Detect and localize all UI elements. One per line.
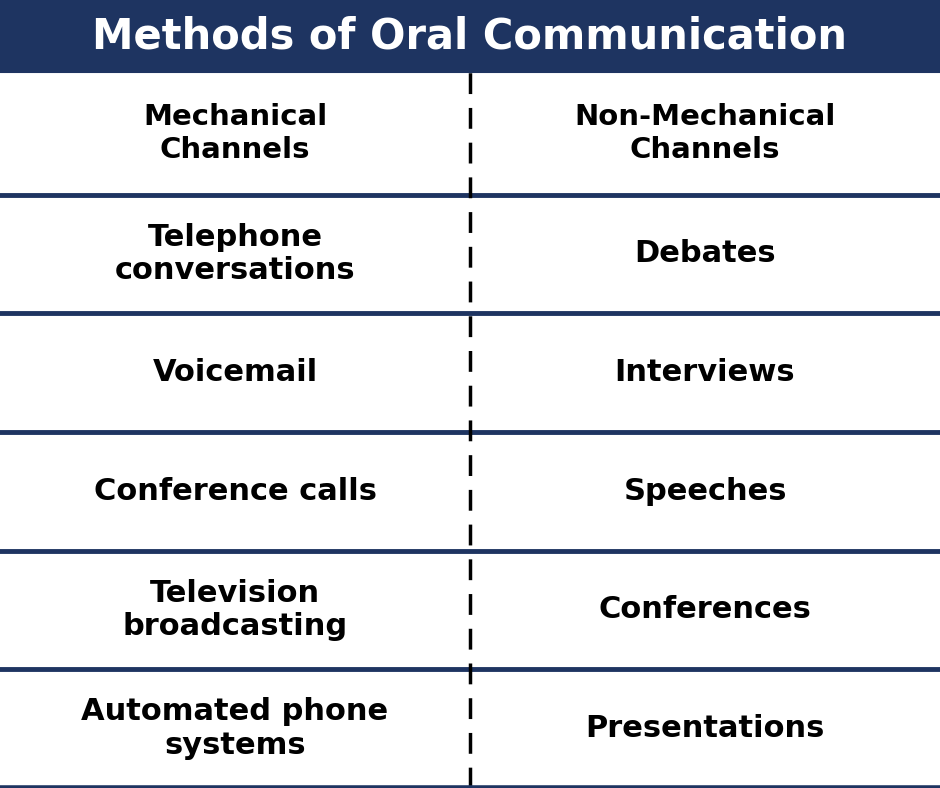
Text: Automated phone
systems: Automated phone systems <box>82 697 388 760</box>
Text: Conference calls: Conference calls <box>93 477 377 506</box>
Text: Presentations: Presentations <box>586 714 824 743</box>
Text: Telephone
conversations: Telephone conversations <box>115 223 355 285</box>
Text: Non-Mechanical
Channels: Non-Mechanical Channels <box>574 103 836 164</box>
Text: Conferences: Conferences <box>599 596 811 625</box>
Text: Methods of Oral Communication: Methods of Oral Communication <box>92 15 848 58</box>
Text: Debates: Debates <box>634 240 775 269</box>
Text: Speeches: Speeches <box>623 477 787 506</box>
Text: Television
broadcasting: Television broadcasting <box>122 578 348 641</box>
FancyBboxPatch shape <box>0 0 940 72</box>
Text: Mechanical
Channels: Mechanical Channels <box>143 103 327 164</box>
Text: Voicemail: Voicemail <box>152 358 318 387</box>
Text: Interviews: Interviews <box>615 358 795 387</box>
